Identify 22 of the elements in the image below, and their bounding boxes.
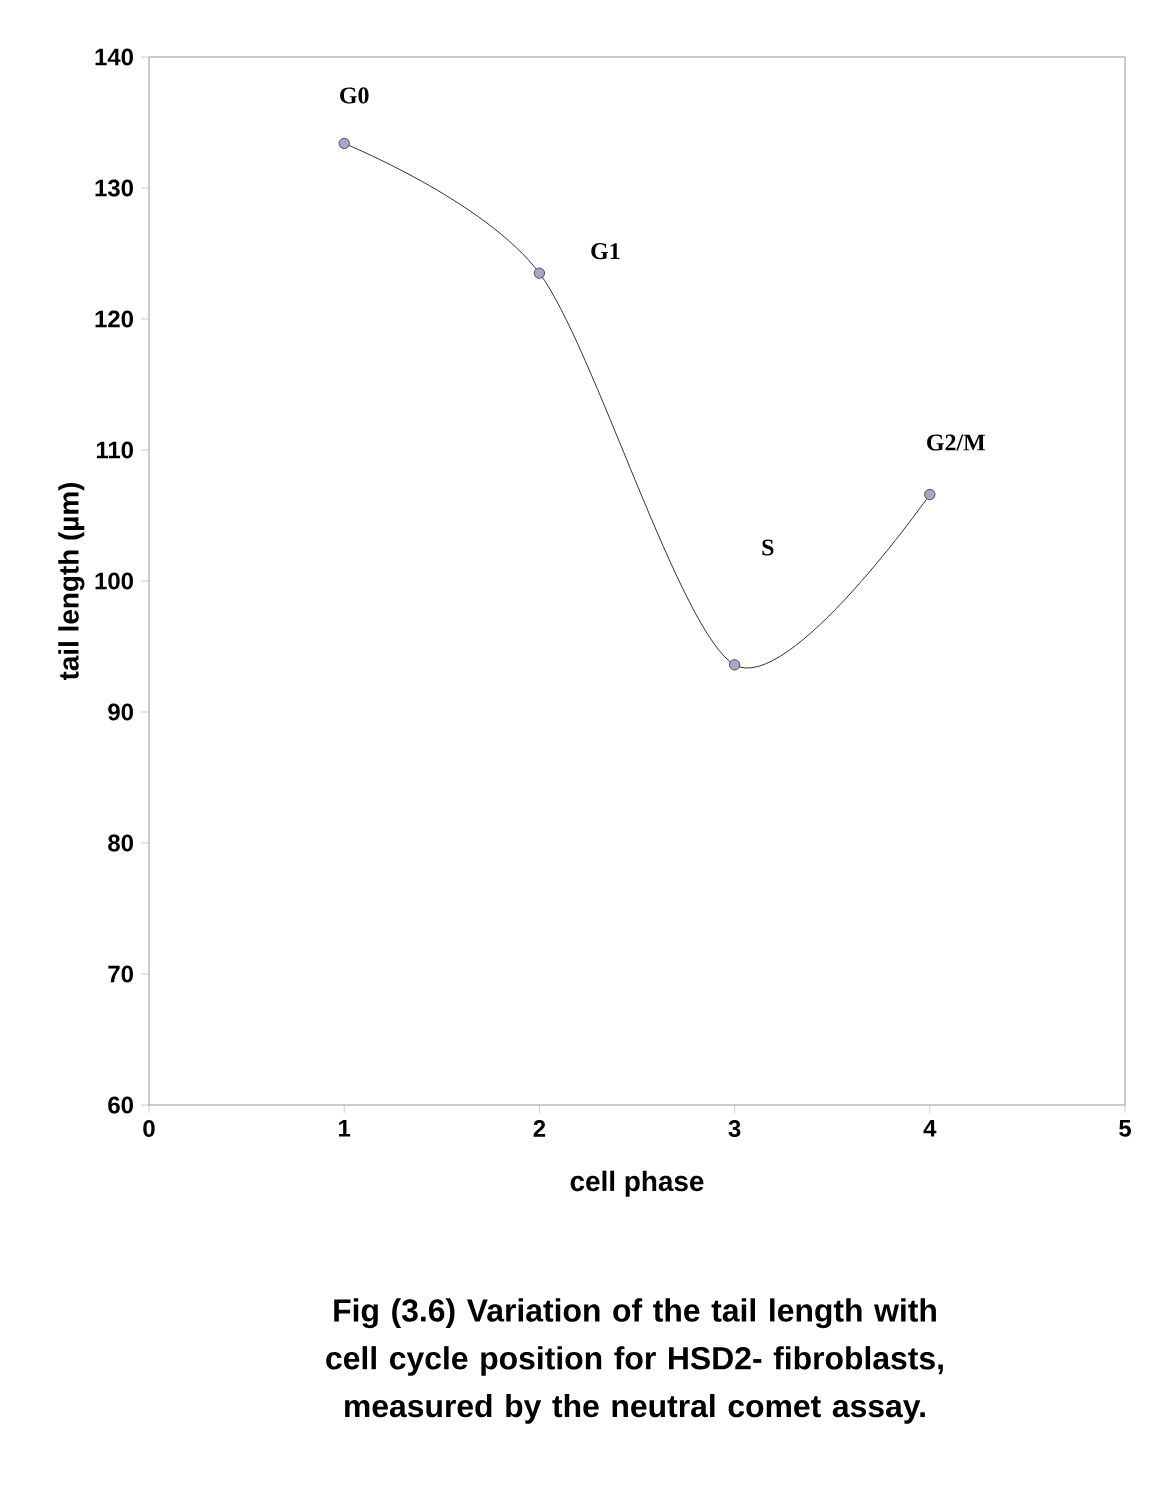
text: Fig (3.6) Variation of the tail length with cell cycle position for HSD2- fibroblasts, measured by the neutral comet assay. [326, 1298, 943, 1424]
y-tick-label: 80 [108, 834, 133, 852]
y-tick-label: 130 [95, 179, 133, 197]
y-tick-label: 110 [96, 441, 133, 459]
x-tick-label: 2 [533, 1120, 546, 1137]
x-tick-label: 4 [923, 1120, 937, 1137]
annotation: S [762, 539, 774, 556]
y-tick-label: 120 [95, 310, 133, 328]
x-axis-title: cell phase [570, 1170, 704, 1197]
x-tick-label: 5 [1119, 1120, 1131, 1137]
annotation: G0 [340, 87, 369, 104]
annotation: G1 [591, 243, 620, 260]
x-tick-label: 1 [339, 1120, 351, 1137]
x-tick-label: 0 [143, 1120, 155, 1137]
y-tick-label: 60 [108, 1096, 133, 1114]
x-tick-label: 3 [728, 1120, 741, 1138]
y-tick-label: 90 [108, 703, 133, 721]
y-tick-label: 100 [95, 572, 133, 590]
y-tick-label: 140 [95, 48, 133, 66]
y-axis-title: tail length (µm) [58, 482, 85, 681]
y-tick-label: 70 [108, 965, 133, 983]
annotation: G2/M [927, 434, 986, 451]
